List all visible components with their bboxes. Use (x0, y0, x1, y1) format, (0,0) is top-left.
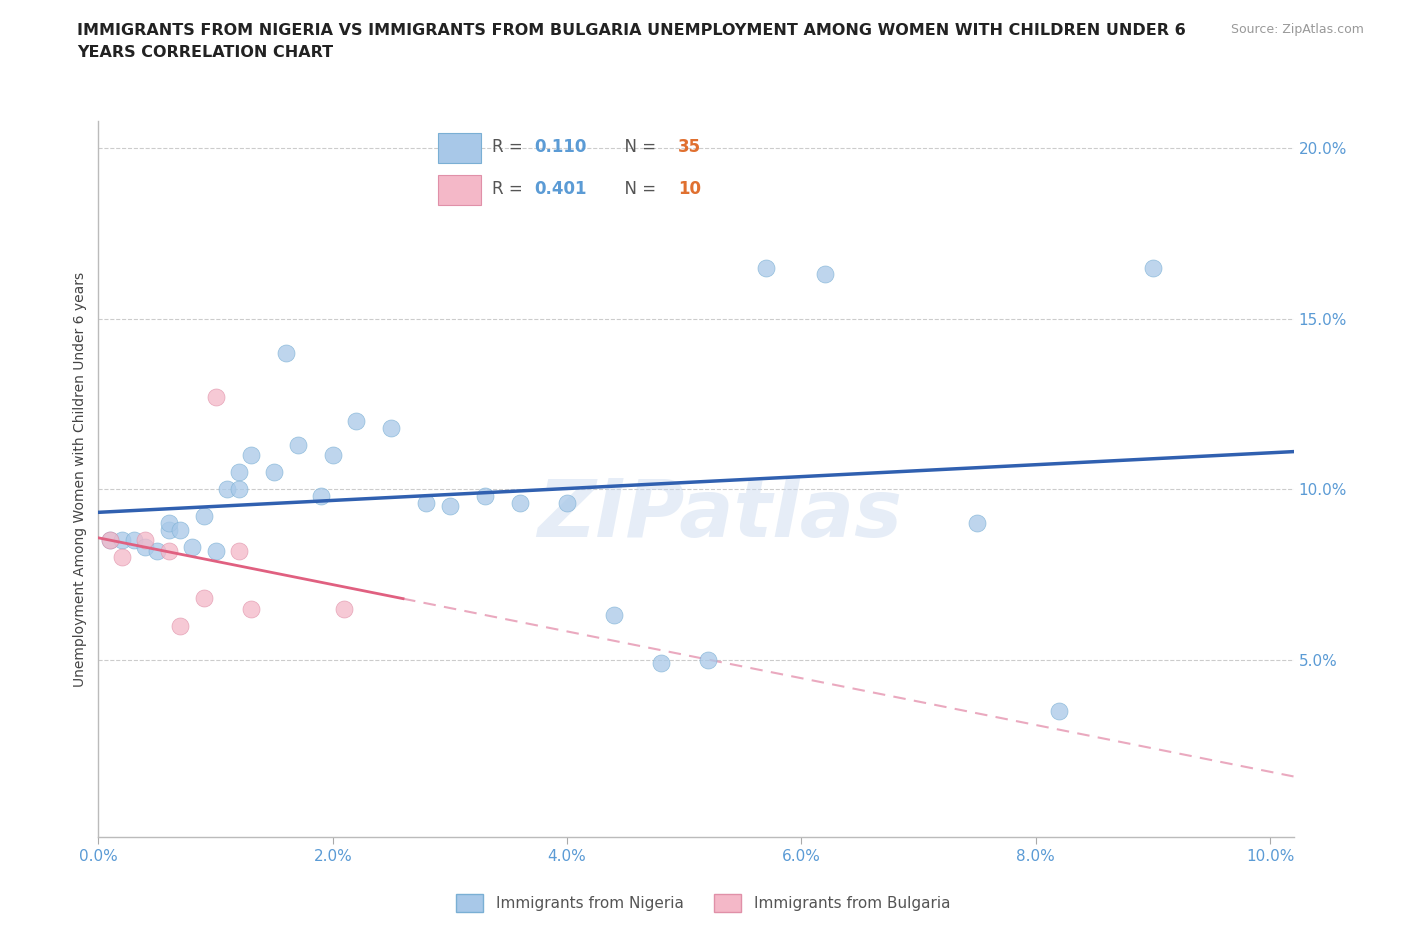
Point (1142, 260, 1164, 275)
Point (228, 543, 250, 558)
Point (157, 516, 180, 531)
Point (239, 601, 262, 616)
Text: IMMIGRANTS FROM NIGERIA VS IMMIGRANTS FROM BULGARIA UNEMPLOYMENT AMONG WOMEN WIT: IMMIGRANTS FROM NIGERIA VS IMMIGRANTS FR… (77, 23, 1187, 38)
Point (146, 543, 169, 558)
Point (193, 591, 215, 605)
Point (204, 543, 226, 558)
Point (755, 260, 778, 275)
Point (650, 656, 672, 671)
Point (509, 496, 531, 511)
Point (204, 390, 226, 405)
Point (98, 533, 121, 548)
Text: ZIPatlas: ZIPatlas (537, 476, 903, 553)
Point (228, 465, 250, 480)
Point (287, 437, 309, 452)
Point (415, 496, 437, 511)
Point (134, 533, 156, 548)
Legend: Immigrants from Nigeria, Immigrants from Bulgaria: Immigrants from Nigeria, Immigrants from… (450, 888, 956, 918)
Point (696, 652, 718, 667)
Point (274, 345, 297, 360)
Point (814, 267, 837, 282)
Point (603, 608, 626, 623)
Point (228, 482, 250, 497)
Point (111, 550, 134, 565)
Point (169, 618, 191, 633)
Point (380, 420, 402, 435)
Point (474, 488, 496, 503)
Text: YEARS CORRELATION CHART: YEARS CORRELATION CHART (77, 45, 333, 60)
Point (439, 498, 461, 513)
Point (169, 523, 191, 538)
Point (309, 488, 332, 503)
Point (217, 482, 239, 497)
Point (966, 516, 988, 531)
Point (134, 539, 156, 554)
Point (157, 523, 180, 538)
Text: Source: ZipAtlas.com: Source: ZipAtlas.com (1230, 23, 1364, 36)
Y-axis label: Unemployment Among Women with Children Under 6 years: Unemployment Among Women with Children U… (73, 272, 87, 686)
Point (322, 447, 344, 462)
Point (1047, 703, 1070, 718)
Point (239, 447, 262, 462)
Point (111, 533, 134, 548)
Point (344, 414, 367, 429)
Point (333, 601, 356, 616)
Point (98, 533, 121, 548)
Point (157, 543, 180, 558)
Point (181, 539, 204, 554)
Point (555, 496, 578, 511)
Point (263, 465, 285, 480)
Point (122, 533, 145, 548)
Point (193, 509, 215, 524)
